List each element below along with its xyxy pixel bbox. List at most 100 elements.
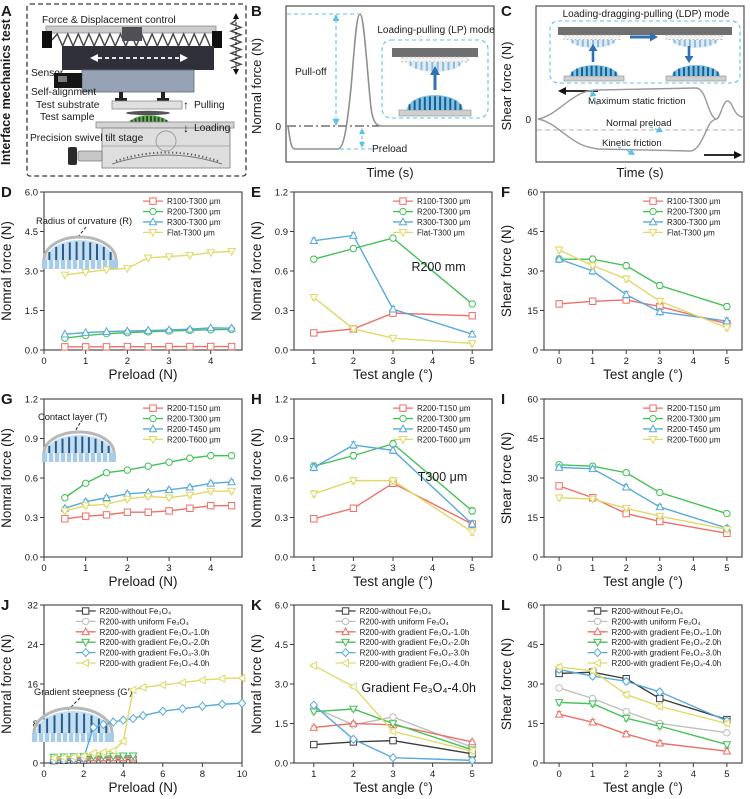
series-R300-T300 μm: [309, 230, 477, 338]
series-R200-T450 μm: [554, 462, 732, 532]
svg-text:0.9: 0.9: [275, 434, 288, 445]
spring-end-cap-left: [42, 31, 52, 48]
panel-a-side-label: Interface mechanics test: [0, 18, 13, 165]
panel-e-chart: 1 2 3 4 5 0.0 0.3 0.6 0.9 1.2 Test angle (°) Nomral…: [250, 180, 500, 387]
svg-text:4: 4: [121, 769, 126, 780]
svg-text:R200-T450 μm: R200-T450 μm: [417, 425, 471, 434]
panel-b-lp-mode: B Normal force (N) 0 Pull-off Preload Lo…: [250, 0, 500, 180]
svg-text:4.5: 4.5: [275, 640, 288, 651]
svg-text:R200-T300 μm: R200-T300 μm: [417, 415, 471, 424]
svg-text:5: 5: [470, 356, 475, 367]
svg-text:0.3: 0.3: [275, 513, 288, 524]
ldp-right-hanging-dome: [672, 40, 718, 48]
svg-text:R200-with gradient Fe₃O₄-3.0h: R200-with gradient Fe₃O₄-3.0h: [360, 649, 470, 658]
svg-text:0.0: 0.0: [275, 345, 288, 356]
inset-illustration: Radius of curvature (R): [36, 216, 132, 269]
x-axis-label: Preload (N): [108, 780, 177, 795]
svg-text:4: 4: [430, 356, 435, 367]
ldp-top-slab: [558, 27, 732, 35]
svg-text:3: 3: [166, 563, 171, 574]
svg-text:R200-with uniform Fe₃O₄: R200-with uniform Fe₃O₄: [100, 617, 189, 626]
inset-illustration: Gradient steepness (G′): [32, 687, 132, 742]
panel-letter-i: I: [501, 391, 505, 408]
panel-letter-d: D: [1, 184, 12, 201]
pulling-arrow-icon: ↑: [183, 98, 189, 112]
panel-h-chart: 1 2 3 4 5 0.0 0.3 0.6 0.9 1.2 Test angle (°) Nomral…: [250, 387, 500, 593]
kinetic-pointer: [617, 146, 631, 153]
series-Flat-T300 μm: [60, 247, 237, 280]
panel-letter-k: K: [251, 597, 262, 614]
x-axis-label: Test angle (°): [353, 367, 433, 382]
svg-text:R200-with gradient Fe₃O₄-1.0h: R200-with gradient Fe₃O₄-1.0h: [100, 628, 210, 637]
sensor-lens: [58, 76, 67, 82]
svg-text:R200-T450 μm: R200-T450 μm: [167, 425, 221, 434]
svg-text:5: 5: [470, 563, 475, 574]
x-axis-label: Test angle (°): [603, 574, 683, 589]
panel-b-ylabel: Normal force (N): [250, 38, 264, 134]
ldp-up-arrow-head: [588, 44, 598, 51]
lp-hanging-plate: [401, 56, 469, 63]
plot-frame: [285, 5, 495, 163]
svg-text:1: 1: [590, 356, 595, 367]
screw-left: [119, 92, 123, 100]
svg-text:60: 60: [527, 600, 538, 611]
pull-off-arrow-down-head: [332, 119, 340, 126]
svg-text:R300-T300 μm: R300-T300 μm: [167, 218, 221, 227]
preload-arrow-down-head: [359, 142, 365, 148]
series-R200-with gradient Fe₃O₄-1.0h: [554, 709, 732, 755]
ldp-inset-box: [549, 20, 741, 84]
panel-j-chart: 0 2 4 6 8 10 0 8 16 24 32 Preload (N) Nomral force (…: [0, 593, 250, 799]
knob-cap: [68, 147, 77, 165]
svg-text:15: 15: [527, 719, 538, 730]
svg-text:0.6: 0.6: [275, 266, 288, 277]
x-axis-label: Preload (N): [108, 367, 177, 382]
svg-text:15: 15: [527, 306, 538, 317]
knob-shaft: [77, 150, 103, 162]
ldp-left-bottom-dome: [570, 65, 618, 76]
x-axis-label: Preload (N): [108, 574, 177, 589]
carriage-block: [122, 27, 142, 41]
label-pulling: Pulling: [194, 100, 225, 111]
label-preload: Preload: [372, 144, 407, 155]
panel-letter-f: F: [501, 184, 510, 201]
substrate-plate: [111, 100, 183, 110]
svg-text:R200-with gradient Fe₃O₄-1.0h: R200-with gradient Fe₃O₄-1.0h: [360, 628, 470, 637]
series-R200-with uniform Fe₃O₄: [555, 684, 731, 737]
svg-text:60: 60: [527, 187, 538, 198]
panel-e-chart-svg: 1 2 3 4 5 0.0 0.3 0.6 0.9 1.2 Test angle (°) Nomral…: [250, 184, 493, 382]
series-R200-with gradient Fe₃O₄-4.0h: [308, 661, 476, 756]
series-R300-T300 μm: [60, 323, 237, 338]
stage-pivot: [155, 130, 177, 152]
svg-text:1: 1: [590, 769, 595, 780]
svg-text:6.0: 6.0: [275, 600, 288, 611]
svg-text:R200-T450 μm: R200-T450 μm: [667, 425, 721, 434]
shear-curve-upper: [537, 87, 744, 120]
mount-box: [81, 69, 195, 93]
svg-text:R200-without Fe₃O₄: R200-without Fe₃O₄: [100, 607, 171, 616]
y-axis-label: Shear force (N): [500, 225, 514, 317]
panel-c-ylabel: Shear force (N): [500, 42, 514, 131]
svg-text:0.0: 0.0: [275, 758, 288, 769]
panel-letter-a: A: [1, 3, 12, 20]
svg-text:5: 5: [724, 769, 729, 780]
series-R200-with gradient Fe₃O₄-4.0h: [49, 673, 246, 763]
svg-text:3.0: 3.0: [25, 266, 38, 277]
label-test-sample: Test sample: [40, 112, 95, 123]
panel-g-chart: 0 1 2 3 4 0.0 0.3 0.6 0.9 1.2 Preload (N) Nomral fo…: [0, 387, 250, 593]
svg-text:1: 1: [590, 563, 595, 574]
svg-text:5: 5: [724, 356, 729, 367]
stage-scale-arc: [111, 154, 223, 165]
svg-text:Gradient steepness (G′): Gradient steepness (G′): [34, 687, 132, 697]
ldp-left-base: [563, 75, 625, 82]
spring-arrow-up-head: [233, 13, 239, 19]
zero-tick-label: 0: [275, 122, 281, 133]
y-axis-label: Nomral force (N): [0, 221, 14, 321]
y-axis-label: Nomral force (N): [250, 428, 264, 528]
svg-text:0: 0: [556, 563, 561, 574]
svg-text:0.6: 0.6: [25, 473, 38, 484]
